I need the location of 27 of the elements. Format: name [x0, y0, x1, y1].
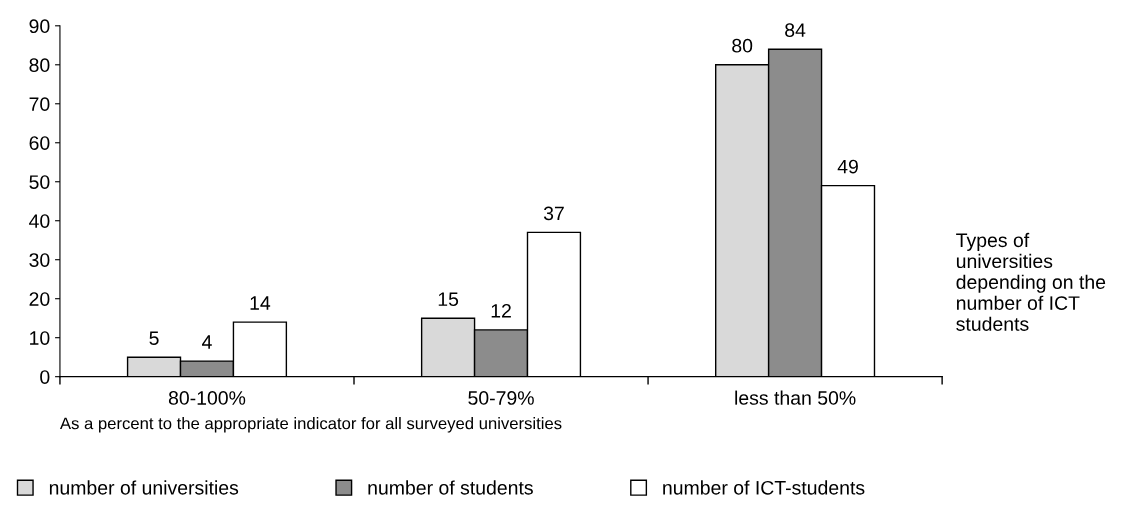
- data-label: 15: [438, 292, 459, 307]
- text: Types of universities depending on the number of ICT students: [956, 232, 1106, 331]
- y-tick-label: 90: [29, 19, 50, 34]
- data-label: 4: [202, 335, 212, 349]
- y-tick-label: 40: [29, 214, 50, 228]
- data-label: 5: [149, 331, 159, 346]
- y-tick-label: 0: [40, 370, 50, 384]
- x-tick-label: 80-100%: [168, 391, 246, 405]
- y-tick-label: 30: [29, 253, 50, 267]
- x-tick-label: less than 50%: [735, 390, 856, 405]
- data-label: 84: [785, 23, 806, 38]
- y-tick-label: 80: [29, 58, 50, 73]
- data-label: 80: [732, 38, 753, 53]
- legend-label: number of ICT-students: [663, 480, 865, 495]
- legend-label: number of universities: [49, 480, 239, 495]
- y-tick-label: 70: [29, 97, 50, 112]
- x-axis-title: As a percent to the appropriate indicator for all surveyed universities: [59, 417, 562, 433]
- legend-label: number of students: [368, 480, 533, 495]
- y-tick-label: 10: [30, 331, 50, 345]
- y-tick-label: 20: [29, 292, 50, 306]
- data-label: 37: [543, 206, 564, 221]
- y-tick-label: 50: [29, 175, 50, 189]
- x-tick-label: 50-79%: [468, 391, 534, 405]
- y-tick-label: 60: [29, 136, 50, 150]
- data-label: 49: [837, 159, 858, 174]
- data-label: 14: [250, 296, 271, 310]
- data-label: 12: [491, 303, 511, 318]
